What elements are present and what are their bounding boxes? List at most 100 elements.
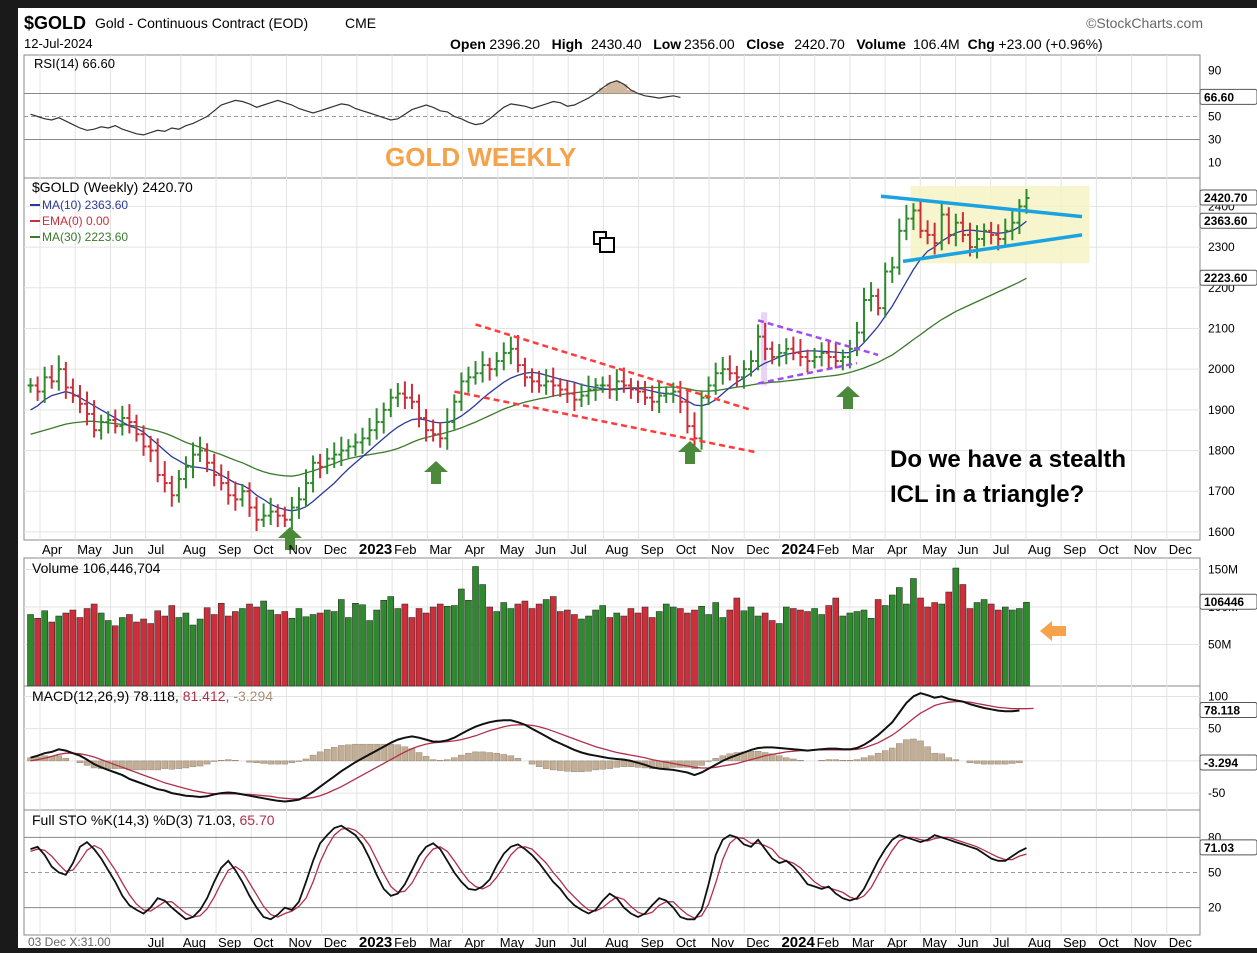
macd-hist-bar xyxy=(281,760,289,765)
volume-bar xyxy=(380,600,387,687)
rsi-tick: 90 xyxy=(1208,64,1222,78)
macd-hist-bar xyxy=(980,760,988,765)
annotation-line-1: Do we have a stealth xyxy=(890,446,1126,473)
volume-bar xyxy=(691,609,698,687)
volume-bar xyxy=(55,615,63,687)
macd-hist-bar xyxy=(832,759,839,762)
volume-bar xyxy=(761,612,769,687)
volume-bar xyxy=(387,596,395,687)
macd-hist-bar xyxy=(472,751,479,762)
price-tick: 2300 xyxy=(1208,240,1235,254)
rsi-tick: 30 xyxy=(1208,133,1222,147)
volume-badge-text: 106446 xyxy=(1204,595,1244,609)
volume-bar xyxy=(655,611,663,687)
macd-panel xyxy=(23,685,1201,811)
volume-bar xyxy=(408,617,416,687)
macd-hist-bar xyxy=(1009,760,1016,764)
volume-bar xyxy=(599,605,606,687)
x-axis-label-bottom: Sep xyxy=(641,935,664,948)
ohlc-label-5: Chg xyxy=(968,36,995,52)
x-axis-label: Apr xyxy=(887,542,908,557)
macd-hist-bar xyxy=(429,759,437,762)
x-axis-label-bottom: Aug xyxy=(1028,935,1051,948)
x-axis-label: Dec xyxy=(324,542,348,557)
price-title: $GOLD (Weekly) 2420.70 xyxy=(32,179,193,195)
volume-bar xyxy=(896,587,903,687)
price-bars xyxy=(27,189,1030,532)
macd-hist-bar xyxy=(274,760,281,765)
x-axis-label: Sep xyxy=(1063,542,1086,557)
sto-0-badge xyxy=(1199,839,1257,856)
volume-bar xyxy=(472,566,479,687)
macd-hist-bar xyxy=(860,757,868,762)
volume-bar xyxy=(867,618,875,687)
volume-bar xyxy=(719,617,727,687)
volume-bar xyxy=(133,621,140,687)
volume-bar xyxy=(775,623,783,687)
ohlc-value-2: 2356.00 xyxy=(684,36,735,52)
volume-bar xyxy=(542,599,550,687)
volume-bar xyxy=(373,609,380,687)
restore-icon[interactable] xyxy=(593,231,615,253)
volume-bar xyxy=(281,611,289,687)
volume-bar xyxy=(1023,601,1030,687)
ma10-line xyxy=(30,220,1027,512)
x-axis-label: Oct xyxy=(676,542,697,557)
macd-hist-bar xyxy=(557,760,564,771)
volume-bar xyxy=(648,617,656,687)
ohlc-label-2: Low xyxy=(653,36,681,52)
price-tick: 1600 xyxy=(1208,525,1235,539)
macd-hist-bar xyxy=(684,760,691,768)
panels: 9070503010RSI(14) 66.6066.60160017001800… xyxy=(23,54,1257,951)
x-axis-label: Nov xyxy=(711,542,735,557)
macd-hist-bar xyxy=(189,760,197,767)
macd-hist-bar xyxy=(465,752,472,762)
volume-bar xyxy=(1016,608,1023,687)
x-axis-label-bottom: Nov xyxy=(711,935,735,948)
volume-bar xyxy=(839,615,847,687)
x-axis-label: Sep xyxy=(641,542,664,557)
volume-bar xyxy=(147,623,154,687)
macd-hist-bar xyxy=(182,760,190,769)
macd-hist-bar xyxy=(316,751,324,762)
macd-signal-line xyxy=(30,700,1034,800)
volume-bar xyxy=(987,603,995,687)
volume-bar xyxy=(479,584,486,687)
macd-tick: 50 xyxy=(1208,722,1222,736)
macd-hist-bar xyxy=(154,760,161,771)
macd-hist-bar xyxy=(295,760,303,762)
macd-hist-bar xyxy=(754,751,762,762)
x-axis-label: Jul xyxy=(570,542,587,557)
x-axis-label: Jun xyxy=(112,542,133,557)
x-axis-label: Jul xyxy=(148,542,165,557)
rsi-badge xyxy=(1199,88,1257,105)
macd-hist-bar xyxy=(839,760,847,762)
macd-tick: -50 xyxy=(1208,786,1226,800)
volume-bar xyxy=(203,607,211,687)
volume-bar xyxy=(41,610,48,687)
x-axis-label: May xyxy=(500,542,525,557)
macd-hist-bar xyxy=(267,760,274,765)
volume-bar xyxy=(966,608,974,687)
red-channel-lower xyxy=(454,390,759,454)
green-arrow-4 xyxy=(836,386,860,409)
macd-hist-bar xyxy=(323,749,331,762)
price-tick: 1900 xyxy=(1208,403,1235,417)
x-axis-label: May xyxy=(77,542,102,557)
volume-bar xyxy=(69,609,77,687)
x-axis-label-bottom: Dec xyxy=(324,935,348,948)
rsi-tick: 10 xyxy=(1208,156,1222,170)
price-0-badge xyxy=(1199,189,1257,206)
macd-hist-bar xyxy=(564,760,571,772)
volume-bar xyxy=(1009,609,1016,687)
macd-hist-bar xyxy=(924,746,931,762)
x-axis-label: Jun xyxy=(535,542,556,557)
volume-bar xyxy=(627,608,635,687)
macd-hist-bar xyxy=(917,740,924,762)
volume-bar xyxy=(613,612,621,687)
macd-hist-bar xyxy=(698,760,705,766)
macd-hist-bar xyxy=(952,759,960,762)
purple-triangle-upper xyxy=(757,319,879,357)
sto-k-line xyxy=(30,824,1027,921)
x-axis-label: Oct xyxy=(253,542,274,557)
